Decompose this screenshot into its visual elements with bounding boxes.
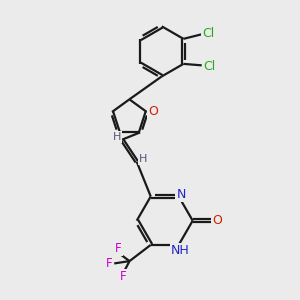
Text: F: F: [115, 242, 122, 255]
Text: O: O: [212, 214, 222, 227]
Text: NH: NH: [171, 244, 190, 257]
Text: Cl: Cl: [202, 27, 214, 40]
Text: H: H: [112, 132, 121, 142]
Text: H: H: [139, 154, 147, 164]
Text: O: O: [148, 106, 158, 118]
Text: F: F: [106, 257, 112, 270]
Text: N: N: [176, 188, 186, 202]
Text: Cl: Cl: [203, 60, 215, 73]
Text: F: F: [120, 270, 127, 283]
